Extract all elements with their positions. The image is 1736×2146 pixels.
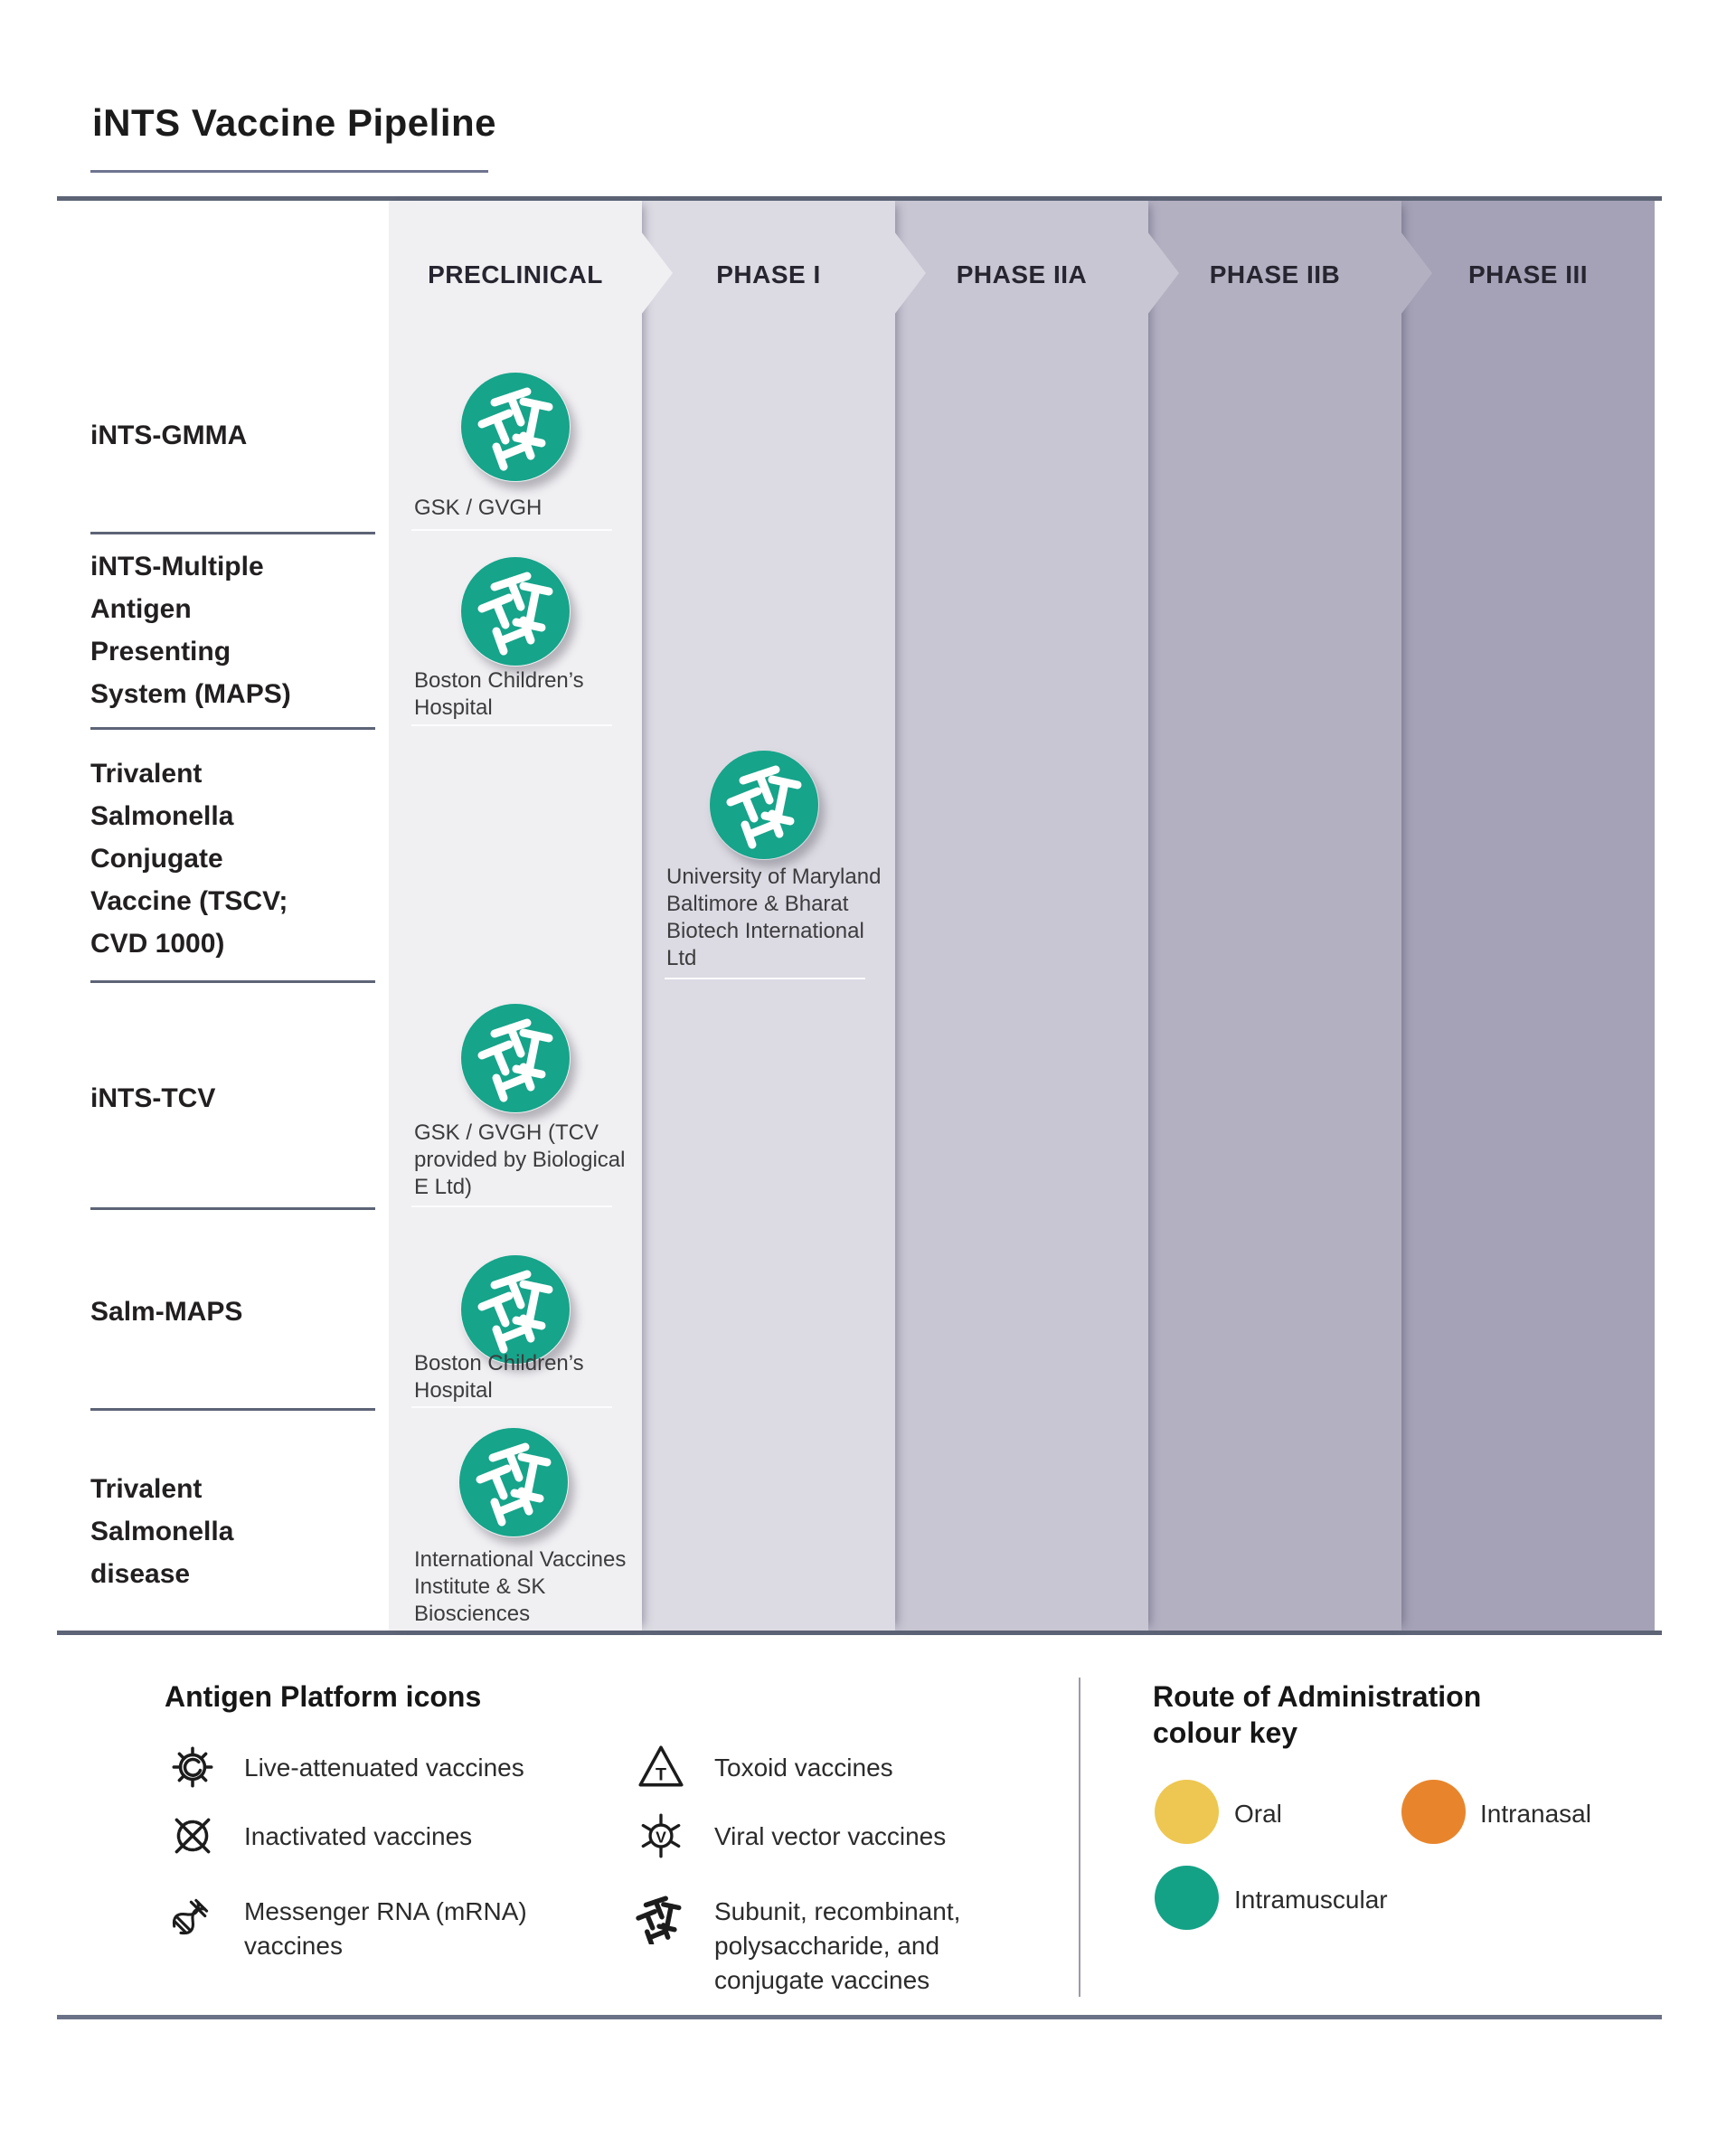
phase-band-phase-3: PHASE III bbox=[1401, 201, 1655, 1631]
legend-divider bbox=[1079, 1678, 1080, 1997]
subunit-conjugate-icon bbox=[460, 1003, 571, 1113]
organization-label: GSK / GVGH (TCV provided by Biological E… bbox=[414, 1120, 626, 1199]
candidate-label: Trivalent Salmonella disease bbox=[90, 1474, 234, 1589]
candidate-label: Trivalent Salmonella Conjugate Vaccine (… bbox=[90, 759, 288, 959]
route-dot-oral bbox=[1155, 1780, 1219, 1844]
phase-band-phase-1: PHASE I bbox=[642, 201, 895, 1631]
page-title: iNTS Vaccine Pipeline bbox=[92, 101, 497, 144]
route-dot-intranasal bbox=[1401, 1780, 1466, 1844]
page-bottom-rule bbox=[57, 2015, 1662, 2019]
legend-item-label: Inactivated vaccines bbox=[244, 1822, 473, 1850]
route-label-intramuscular: Intramuscular bbox=[1234, 1886, 1388, 1914]
viral-vector-icon: V bbox=[635, 1810, 687, 1862]
phase-header: PHASE IIA bbox=[956, 260, 1088, 288]
phase-band-phase-2b: PHASE IIB bbox=[1148, 201, 1401, 1631]
svg-text:T: T bbox=[656, 1765, 666, 1785]
org-underline bbox=[411, 529, 612, 531]
row-separator bbox=[90, 532, 375, 534]
toxoid-icon: T bbox=[635, 1741, 687, 1793]
organization-label: International Vaccines Institute & SK Bi… bbox=[414, 1547, 627, 1626]
row-separator bbox=[90, 1408, 375, 1411]
subunit-conjugate-icon bbox=[460, 556, 571, 666]
legend-item-label: Toxoid vaccines bbox=[714, 1754, 893, 1782]
legend-item-label: Viral vector vaccines bbox=[714, 1822, 947, 1850]
org-underline bbox=[411, 1205, 612, 1207]
subunit-conjugate-icon bbox=[460, 372, 571, 482]
subunit-conjugate-icon bbox=[709, 750, 819, 860]
row-separator bbox=[90, 980, 375, 983]
svg-text:V: V bbox=[656, 1828, 666, 1846]
route-heading: Route of Administration colour key bbox=[1153, 1680, 1482, 1749]
org-underline bbox=[411, 1406, 612, 1408]
candidate-label: iNTS-GMMA bbox=[90, 421, 248, 450]
antigen-platform-heading: Antigen Platform icons bbox=[165, 1680, 482, 1713]
organization-label: GSK / GVGH bbox=[414, 496, 542, 520]
table-bottom-rule bbox=[57, 1631, 1662, 1635]
row-separator bbox=[90, 727, 375, 730]
inactivated-icon bbox=[166, 1810, 219, 1862]
candidate-label: Salm-MAPS bbox=[90, 1297, 243, 1327]
row-separator bbox=[90, 1207, 375, 1210]
mrna-icon bbox=[165, 1890, 217, 1943]
phase-band-phase-2a: PHASE IIA bbox=[895, 201, 1148, 1631]
phase-header: PHASE III bbox=[1467, 260, 1589, 288]
title-underline bbox=[90, 170, 488, 173]
candidate-label: iNTS-TCV bbox=[90, 1083, 216, 1113]
route-label-intranasal: Intranasal bbox=[1480, 1800, 1591, 1828]
organization-label: Boston Children’s Hospital bbox=[414, 1351, 584, 1403]
org-underline bbox=[665, 978, 865, 979]
subunit-conjugate-icon bbox=[633, 1892, 685, 1944]
route-dot-intramuscular bbox=[1155, 1866, 1219, 1930]
live-attenuated-icon bbox=[166, 1741, 219, 1793]
organization-label: Boston Children’s Hospital bbox=[414, 668, 584, 720]
legend-item-label: Messenger RNA (mRNA) vaccines bbox=[244, 1897, 527, 1960]
phase-header: PHASE I bbox=[716, 260, 821, 288]
legend-item-label: Subunit, recombinant, polysaccharide, an… bbox=[714, 1897, 961, 1994]
phase-header: PRECLINICAL bbox=[428, 260, 603, 288]
org-underline bbox=[411, 724, 612, 726]
phase-header: PHASE IIB bbox=[1209, 260, 1341, 288]
legend-item-label: Live-attenuated vaccines bbox=[244, 1754, 524, 1782]
candidate-label: iNTS-Multiple Antigen Presenting System … bbox=[90, 552, 291, 709]
route-label-oral: Oral bbox=[1234, 1800, 1282, 1828]
organization-label: University of Maryland Baltimore & Bhara… bbox=[666, 865, 882, 970]
subunit-conjugate-icon bbox=[460, 1254, 571, 1365]
subunit-conjugate-icon bbox=[458, 1427, 569, 1537]
table-top-rule bbox=[57, 196, 1662, 201]
